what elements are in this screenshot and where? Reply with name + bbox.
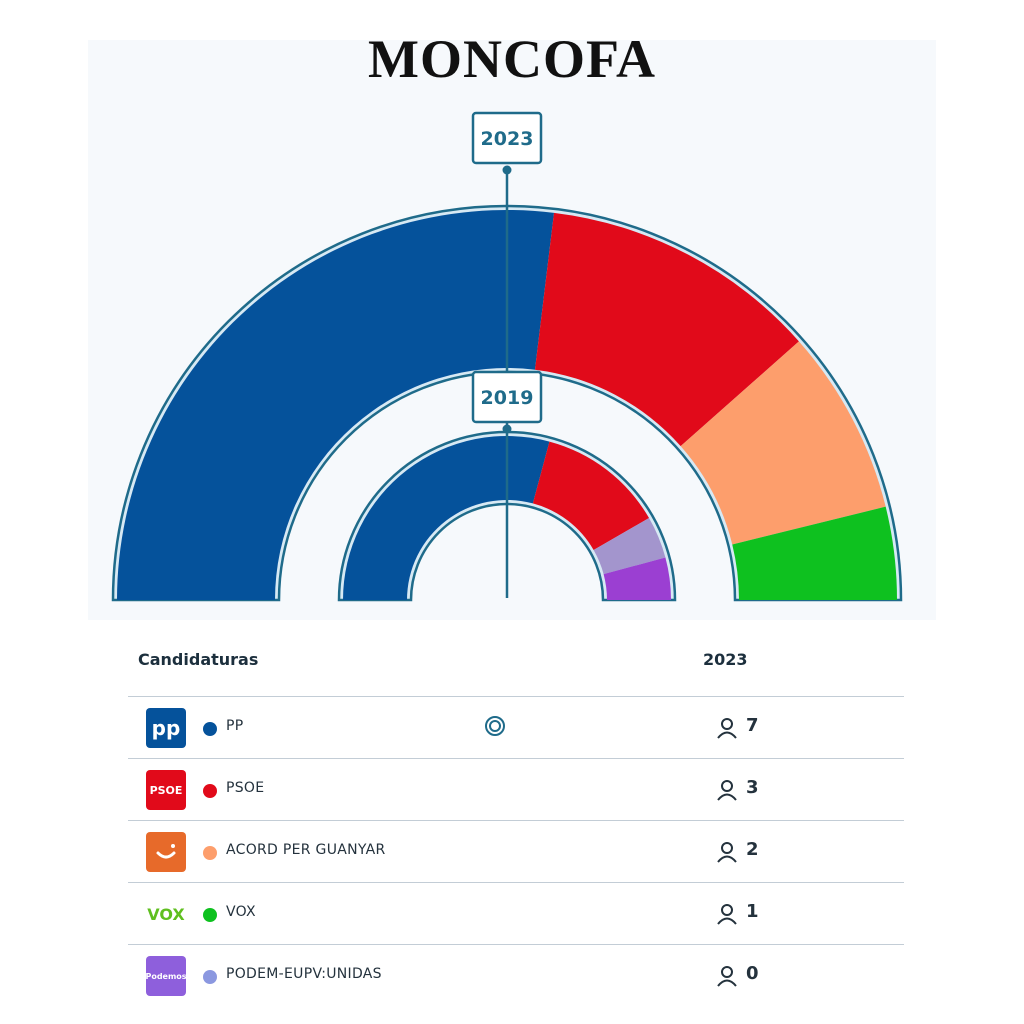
ring-2019 [337,430,677,602]
year-marker-2023: 2023 [471,111,543,175]
table-row: Podemos PODEM-EUPV:UNIDAS 0 [128,944,904,1007]
seat-count: 3 [746,777,759,798]
seat-count: 2 [746,839,759,860]
2019-segment-pp [343,436,550,600]
year-label-2019: 2019 [481,387,534,409]
table-row: ACORD PER GUANYAR 2 [128,820,904,883]
2023-segment-acord-per-guanyar [680,341,886,545]
seat-count: 1 [746,901,759,922]
page-title: MONCOFA [368,29,656,89]
person-icon [717,718,737,739]
party-logo-text: Podemos [146,971,186,981]
party-name: VOX [226,904,256,920]
party-logo [146,832,186,872]
table-header-year: 2023 [703,650,748,669]
hemicycle-chart: 2023 2019 [111,111,903,602]
party-logo-text: PSOE [149,783,183,797]
table-row: pp PP 7 [128,696,904,759]
party-logo-text: pp [151,716,181,740]
party-color-dot [203,908,217,922]
table-header-candidaturas: Candidaturas [138,650,259,669]
winner-icon [485,716,505,736]
person-icon [717,842,737,863]
smile-icon [156,844,176,859]
2023-segment-psoe [534,212,799,447]
person-icon [717,904,737,925]
person-icon [717,966,737,987]
ring-2023 [111,204,903,602]
seat-count: 0 [746,963,759,984]
table-row: VOX VOX 1 [128,882,904,945]
table-row: PSOE PSOE 3 [128,758,904,821]
party-color-dot [203,784,217,798]
party-name: PP [226,718,244,734]
2023-segment-vox [732,506,897,600]
party-logo: VOX [146,894,186,934]
party-logo: Podemos [146,956,186,996]
2023-segment-pp [117,210,555,600]
results-table: Candidaturas 2023 pp PP 7 PSOE PSOE 3 ACORD PE… [106,622,922,1018]
2019-segment-other-3 [603,557,671,600]
party-color-dot [203,970,217,984]
party-color-dot [203,846,217,860]
party-name: PSOE [226,780,265,796]
party-logo: PSOE [146,770,186,810]
seat-count: 7 [746,715,759,736]
party-name: ACORD PER GUANYAR [226,842,386,858]
2019-segment-psoe [532,441,650,550]
person-icon [717,780,737,801]
party-logo-text: VOX [147,904,185,924]
year-marker-2019: 2019 [471,370,543,434]
year-label-2023: 2023 [481,128,534,150]
party-name: PODEM-EUPV:UNIDAS [226,966,382,982]
party-color-dot [203,722,217,736]
2019-segment-other-2 [593,518,666,575]
party-logo: pp [146,708,186,748]
